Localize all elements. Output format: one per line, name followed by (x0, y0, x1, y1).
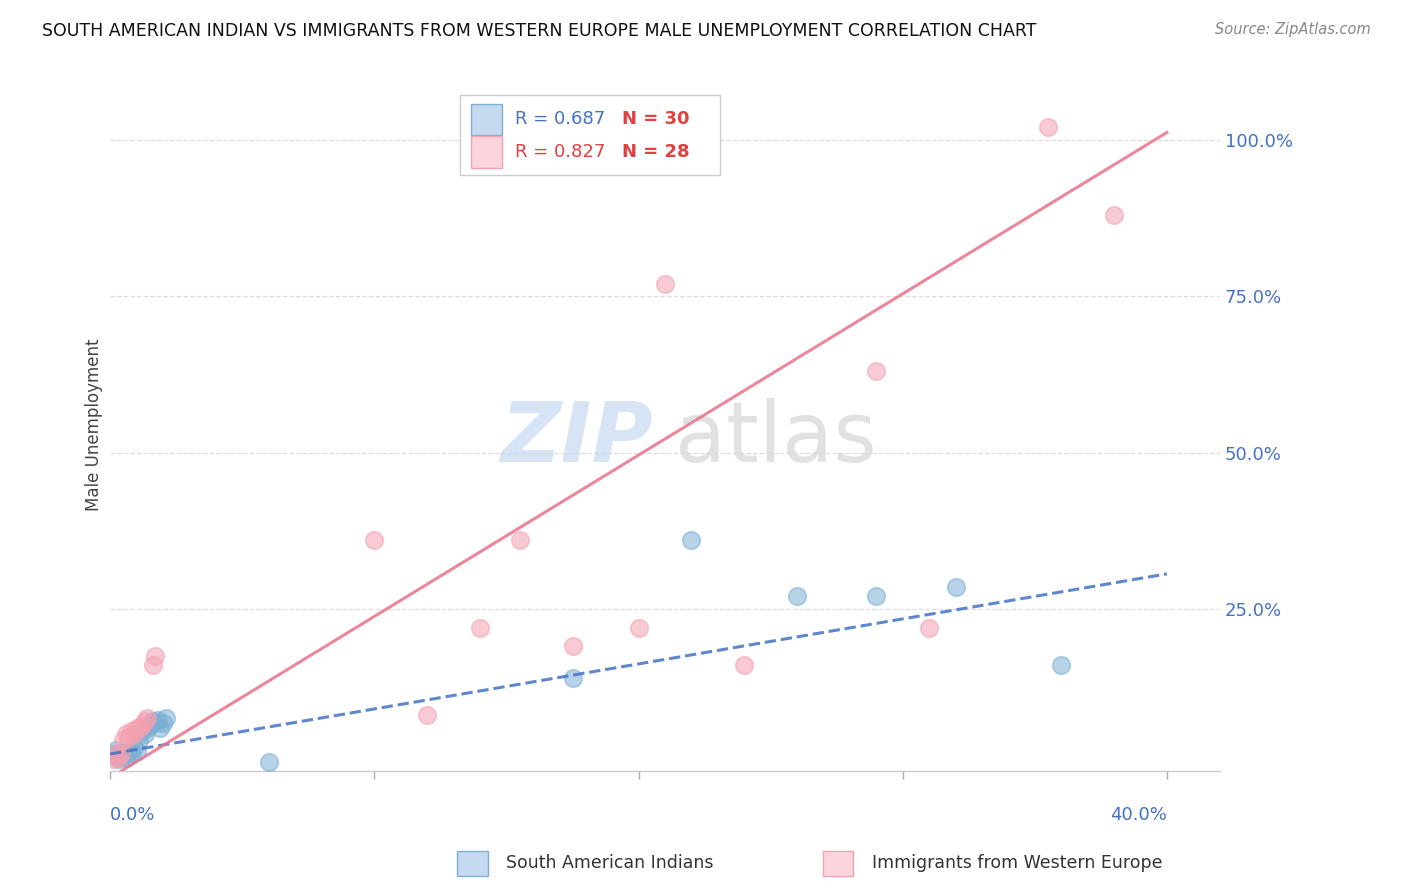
Point (468, 621, 491, 635)
Point (101, 747, 124, 761)
Point (131, 717, 153, 731)
Point (101, 752, 124, 766)
Point (143, 715, 166, 730)
Point (110, 747, 132, 761)
Text: N = 30: N = 30 (621, 111, 689, 128)
Point (146, 713, 169, 727)
Point (120, 723, 142, 738)
Text: South American Indians: South American Indians (506, 855, 714, 872)
Point (786, 590, 808, 604)
Text: ZIP: ZIP (501, 398, 652, 479)
Point (141, 658, 163, 673)
Point (865, 590, 887, 604)
Point (110, 746, 132, 760)
Point (115, 727, 138, 741)
Point (112, 747, 135, 761)
Point (152, 715, 174, 730)
Point (125, 721, 148, 735)
Point (122, 740, 145, 755)
Point (136, 721, 159, 735)
Point (104, 742, 127, 756)
Text: Immigrants from Western Europe: Immigrants from Western Europe (872, 855, 1163, 872)
Point (155, 711, 177, 725)
Point (509, 533, 531, 548)
Point (139, 717, 162, 731)
Point (865, 364, 887, 378)
Point (131, 723, 153, 738)
Point (1102, 208, 1125, 222)
Text: N = 28: N = 28 (621, 143, 689, 161)
Point (104, 748, 127, 763)
Point (107, 750, 129, 764)
FancyBboxPatch shape (471, 136, 502, 168)
Point (654, 277, 676, 291)
Point (107, 752, 129, 766)
Point (1036, 120, 1059, 135)
Y-axis label: Male Unemployment: Male Unemployment (86, 338, 103, 511)
Point (149, 721, 172, 735)
Text: Source: ZipAtlas.com: Source: ZipAtlas.com (1215, 22, 1371, 37)
Point (112, 748, 135, 763)
Point (363, 533, 385, 548)
Point (122, 727, 145, 741)
Point (136, 711, 159, 725)
Point (1050, 658, 1073, 673)
Point (112, 733, 135, 747)
Text: R = 0.827: R = 0.827 (515, 143, 606, 161)
Text: 40.0%: 40.0% (1109, 805, 1167, 824)
Point (128, 733, 150, 747)
Point (115, 750, 138, 764)
Point (945, 580, 967, 594)
Point (134, 727, 156, 741)
FancyBboxPatch shape (460, 95, 720, 175)
Point (681, 533, 703, 548)
Text: SOUTH AMERICAN INDIAN VS IMMIGRANTS FROM WESTERN EUROPE MALE UNEMPLOYMENT CORREL: SOUTH AMERICAN INDIAN VS IMMIGRANTS FROM… (42, 22, 1036, 40)
Text: 0.0%: 0.0% (110, 805, 156, 824)
Point (128, 721, 150, 735)
Text: atlas: atlas (675, 398, 877, 479)
Point (733, 658, 755, 673)
Point (104, 747, 127, 761)
Point (918, 621, 941, 635)
Point (561, 671, 583, 685)
Text: R = 0.687: R = 0.687 (515, 111, 606, 128)
Point (561, 640, 583, 654)
Point (143, 648, 166, 663)
Point (627, 621, 650, 635)
Point (125, 744, 148, 758)
Point (257, 755, 280, 769)
Point (118, 730, 141, 744)
Point (120, 746, 142, 760)
Point (141, 714, 163, 729)
Point (416, 708, 439, 723)
FancyBboxPatch shape (471, 103, 502, 135)
Point (118, 744, 141, 758)
Point (134, 714, 156, 729)
